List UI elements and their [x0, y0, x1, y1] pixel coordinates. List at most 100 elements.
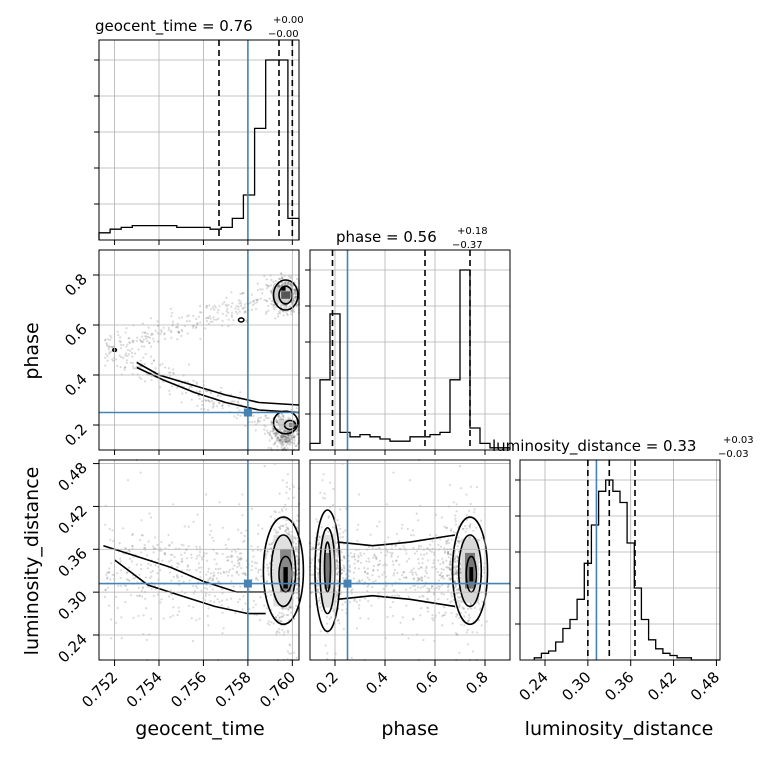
- sample-point: [172, 503, 175, 506]
- sample-point: [437, 543, 440, 547]
- sample-point: [192, 314, 195, 317]
- sample-point: [127, 578, 130, 582]
- density-cell: [324, 552, 331, 589]
- sample-point: [129, 361, 132, 364]
- sample-point: [245, 319, 248, 322]
- sample-point: [231, 555, 234, 558]
- x-tick-label-phase: 0.4: [362, 668, 392, 698]
- sample-point: [377, 597, 380, 600]
- sample-point: [280, 508, 283, 511]
- sample-point: [221, 319, 224, 323]
- truth-marker: [243, 579, 252, 588]
- sample-point: [281, 283, 285, 286]
- sample-point: [285, 526, 288, 529]
- sample-point: [280, 442, 283, 446]
- sample-point: [419, 566, 422, 569]
- sample-point: [237, 305, 240, 308]
- sample-point: [316, 574, 320, 577]
- sample-point: [174, 326, 178, 329]
- sample-point: [149, 355, 152, 358]
- sample-point: [294, 296, 297, 299]
- sample-point: [170, 579, 173, 582]
- sample-point: [225, 314, 228, 317]
- sample-point: [214, 595, 217, 598]
- sample-point: [254, 567, 257, 570]
- sample-point: [171, 541, 174, 544]
- sample-point: [207, 567, 210, 570]
- sample-point: [335, 596, 338, 599]
- scatter-geocent_time-luminosity_distance: [103, 458, 301, 662]
- sample-point: [239, 292, 242, 296]
- sample-point: [285, 528, 288, 531]
- sample-point: [284, 503, 287, 506]
- panel-frame-2-2: [519, 459, 721, 661]
- sample-point: [331, 503, 335, 506]
- sample-point: [188, 320, 191, 323]
- sample-point: [176, 330, 179, 333]
- sample-point: [241, 292, 244, 295]
- sample-point: [233, 564, 236, 567]
- sample-point: [212, 403, 215, 406]
- sample-point: [138, 573, 141, 576]
- sample-point: [296, 573, 299, 576]
- sample-point: [294, 291, 298, 294]
- sample-point: [199, 571, 202, 574]
- sample-point: [212, 579, 215, 582]
- sample-point: [103, 595, 107, 599]
- title-phase-plus: +0.18: [457, 226, 488, 237]
- sample-point: [282, 435, 285, 439]
- sample-point: [279, 305, 282, 308]
- sample-point: [438, 574, 441, 577]
- sample-point: [123, 584, 126, 587]
- sample-point: [280, 446, 283, 449]
- sample-point: [387, 536, 390, 539]
- sample-point: [283, 446, 286, 449]
- sample-point: [278, 631, 281, 634]
- sample-point: [440, 576, 443, 579]
- sample-point: [264, 414, 267, 418]
- sample-point: [161, 380, 165, 383]
- sample-point: [150, 345, 153, 348]
- sample-point: [281, 436, 284, 439]
- sample-point: [390, 555, 393, 558]
- sample-point: [280, 615, 283, 618]
- sample-point: [277, 436, 280, 439]
- sample-point: [480, 519, 483, 522]
- sample-point: [473, 606, 476, 610]
- sample-point: [234, 612, 237, 615]
- sample-point: [372, 569, 375, 572]
- sample-point: [272, 428, 275, 431]
- sample-point: [142, 614, 145, 617]
- sample-point: [149, 576, 152, 580]
- sample-point: [316, 568, 320, 571]
- sample-point: [319, 630, 322, 633]
- sample-point: [459, 487, 463, 490]
- y-tick-label-luminosity_distance: 0.42: [54, 502, 90, 538]
- sample-point: [436, 571, 439, 574]
- sample-point: [393, 569, 396, 572]
- sample-point: [292, 309, 295, 312]
- sample-point: [285, 438, 288, 441]
- sample-point: [364, 597, 367, 600]
- sample-point: [344, 601, 347, 604]
- sample-point: [382, 587, 385, 591]
- sample-point: [418, 577, 421, 580]
- sample-point: [257, 298, 260, 301]
- sample-point: [132, 616, 135, 619]
- sample-point: [212, 316, 215, 319]
- sample-point: [110, 345, 113, 348]
- sample-point: [294, 295, 297, 298]
- sample-point: [290, 283, 293, 286]
- sample-point: [125, 571, 128, 575]
- sample-point: [363, 552, 366, 555]
- sample-point: [464, 611, 467, 614]
- sample-point: [439, 538, 442, 541]
- sample-point: [257, 524, 260, 527]
- sample-point: [108, 527, 111, 531]
- sample-point: [153, 536, 156, 539]
- sample-point: [120, 637, 123, 640]
- sample-point: [288, 440, 291, 443]
- sample-point: [426, 587, 429, 590]
- sample-point: [281, 479, 284, 482]
- sample-point: [161, 362, 164, 365]
